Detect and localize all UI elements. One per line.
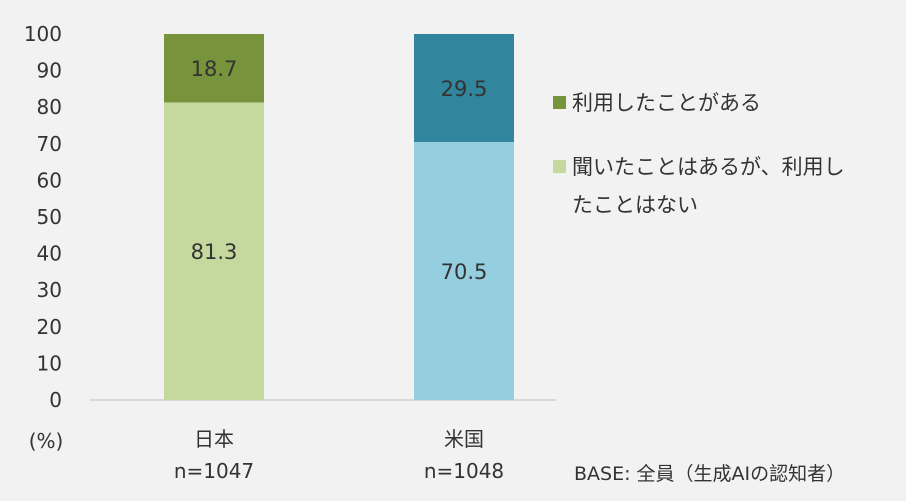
y-tick-label: 90 [37,59,62,83]
y-axis-ticks: 0 10 20 30 40 50 60 70 80 90 100 [24,22,62,412]
bar-segment-used [414,34,514,142]
legend-swatch-used [553,96,566,109]
y-tick-label: 30 [37,278,62,302]
bar-data-label: 81.3 [191,240,238,264]
legend-item-used: 利用したことがある [553,84,873,122]
legend: 利用したことがある 聞いたことはあるが、利用したことはない [553,84,873,250]
bar-data-label: 18.7 [191,57,238,81]
x-axis-labels: 日本 n=1047 米国 n=1048 [174,427,504,483]
x-category-label: 日本 [194,427,234,451]
y-tick-label: 80 [37,95,62,119]
y-tick-label: 10 [37,351,62,375]
x-category-label: 米国 [444,427,484,451]
y-tick-label: 70 [37,132,62,156]
y-tick-label: 60 [37,168,62,192]
y-tick-label: 40 [37,242,62,266]
y-tick-label: 20 [37,315,62,339]
legend-item-heard: 聞いたことはあるが、利用したことはない [553,148,873,224]
bar-segment-used [164,34,264,103]
bar-data-label: 70.5 [441,260,488,284]
y-tick-label: 0 [49,388,62,412]
y-tick-label: 50 [37,205,62,229]
y-tick-label: 100 [24,22,62,46]
x-sample-size-label: n=1047 [174,459,254,483]
base-note: BASE: 全員（生成AIの認知者） [574,463,846,485]
bar-segment-heard [164,102,264,400]
x-sample-size-label: n=1048 [424,459,504,483]
y-axis-unit-label: (%) [29,429,64,453]
bar-data-label: 29.5 [441,77,488,101]
legend-label-heard: 聞いたことはあるが、利用したことはない [572,155,845,217]
legend-label-used: 利用したことがある [572,91,761,115]
bars: 81.3 18.7 70.5 29.5 [164,34,514,400]
legend-swatch-heard [553,160,566,173]
bar-segment-heard [414,141,514,400]
